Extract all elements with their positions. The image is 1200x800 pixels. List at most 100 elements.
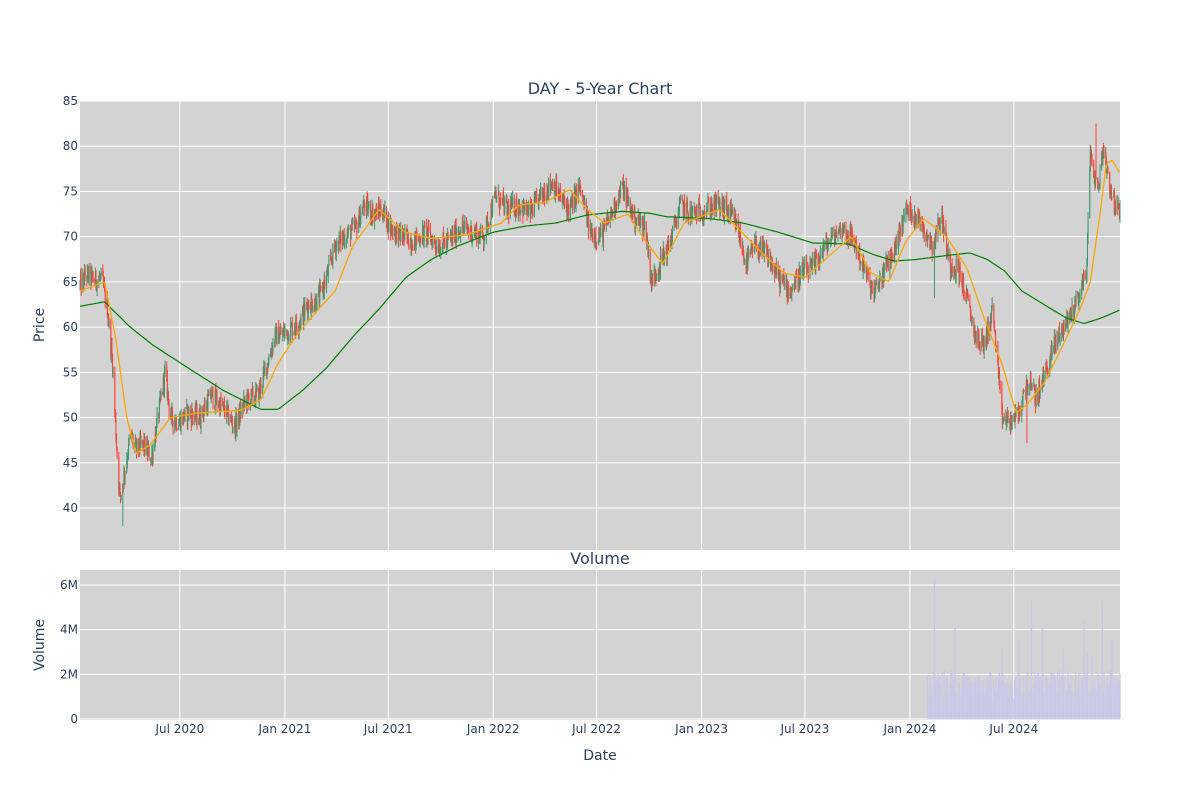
candle-body	[324, 279, 326, 286]
candle-body	[450, 235, 452, 236]
candle-body	[890, 250, 892, 269]
candle-body	[670, 236, 672, 248]
candle-body	[1019, 409, 1021, 413]
candle-body	[146, 442, 148, 455]
candle-body	[492, 198, 494, 215]
candle-body	[558, 190, 560, 197]
candle-body	[954, 272, 956, 276]
candle-body	[350, 227, 352, 240]
candle-body	[95, 271, 97, 285]
candle-body	[1110, 185, 1112, 193]
candle-body	[1065, 321, 1067, 324]
candle-body	[806, 269, 808, 274]
candle-body	[320, 285, 322, 287]
candle-body	[500, 197, 502, 199]
candle-body	[338, 235, 340, 252]
candle-body	[435, 245, 437, 248]
candle-body	[1097, 178, 1099, 183]
candle-body	[266, 367, 268, 375]
candle-body	[782, 274, 784, 279]
candle-body	[1023, 390, 1025, 392]
candle-body	[451, 231, 453, 239]
candle-body	[194, 415, 196, 419]
candle-body	[914, 212, 916, 218]
candle-body	[419, 242, 421, 244]
candle-body	[340, 232, 342, 246]
candle-body	[307, 302, 309, 315]
candle-body	[529, 204, 531, 217]
candle-body	[378, 204, 380, 210]
candle-body	[263, 366, 265, 373]
volume-bar	[1053, 672, 1055, 719]
candle-body	[829, 242, 831, 244]
candle-body	[591, 230, 593, 232]
candle-body	[827, 242, 829, 246]
candle-body	[354, 223, 356, 228]
candle-body	[946, 250, 948, 255]
candle-body	[578, 179, 580, 188]
candle-body	[795, 273, 797, 276]
candle-body	[749, 252, 751, 254]
candle-body	[809, 263, 811, 278]
candle-body	[863, 266, 865, 271]
candle-body	[219, 398, 221, 415]
candle-body	[648, 249, 650, 255]
candle-body	[499, 206, 501, 208]
candle-body	[963, 296, 965, 299]
volume-bar	[1027, 690, 1029, 719]
volume-bar	[1103, 671, 1105, 719]
candle-body	[316, 293, 318, 310]
candle-body	[160, 394, 162, 399]
candle-body	[255, 388, 257, 391]
candle-body	[1005, 416, 1007, 425]
candle-body	[858, 249, 860, 258]
candle-body	[778, 274, 780, 280]
candle-body	[527, 209, 529, 215]
candle-body	[899, 227, 901, 236]
candle-body	[107, 317, 109, 321]
candle-body	[187, 407, 189, 418]
candle-body	[505, 199, 507, 200]
candle-body	[743, 259, 745, 263]
candle-body	[460, 232, 462, 237]
candle-body	[90, 266, 92, 283]
candle-body	[239, 406, 241, 418]
candle-body	[242, 403, 244, 411]
candle-body	[899, 224, 901, 228]
candle-body	[602, 228, 604, 244]
candle-body	[275, 327, 277, 329]
candle-body	[396, 226, 398, 243]
candle-body	[234, 420, 236, 436]
candle-body	[1041, 377, 1043, 388]
candle-body	[734, 215, 736, 220]
candle-body	[917, 215, 919, 226]
candle-body	[602, 229, 604, 244]
candle-body	[759, 249, 761, 254]
candle-body	[581, 194, 583, 196]
candle-body	[1090, 155, 1092, 158]
candle-body	[520, 209, 522, 214]
candle-body	[843, 222, 845, 229]
candle-body	[926, 232, 928, 240]
candle-body	[179, 416, 181, 430]
candle-body	[251, 389, 253, 391]
candle-body	[1107, 167, 1109, 173]
candle-body	[782, 277, 784, 279]
candle-body	[1059, 333, 1061, 340]
candle-body	[374, 211, 376, 215]
candle-body	[726, 207, 728, 214]
candle-body	[276, 327, 278, 344]
candle-body	[566, 205, 568, 216]
candle-body	[1098, 186, 1100, 189]
candle-body	[741, 243, 743, 250]
candle-body	[901, 217, 903, 236]
candle-body	[718, 200, 720, 203]
candle-body	[152, 447, 154, 461]
candle-body	[216, 395, 218, 406]
candle-body	[811, 258, 813, 269]
candle-body	[490, 206, 492, 223]
candle-body	[362, 212, 364, 214]
candle-body	[621, 182, 623, 185]
candle-body	[747, 252, 749, 254]
candle-body	[838, 229, 840, 234]
